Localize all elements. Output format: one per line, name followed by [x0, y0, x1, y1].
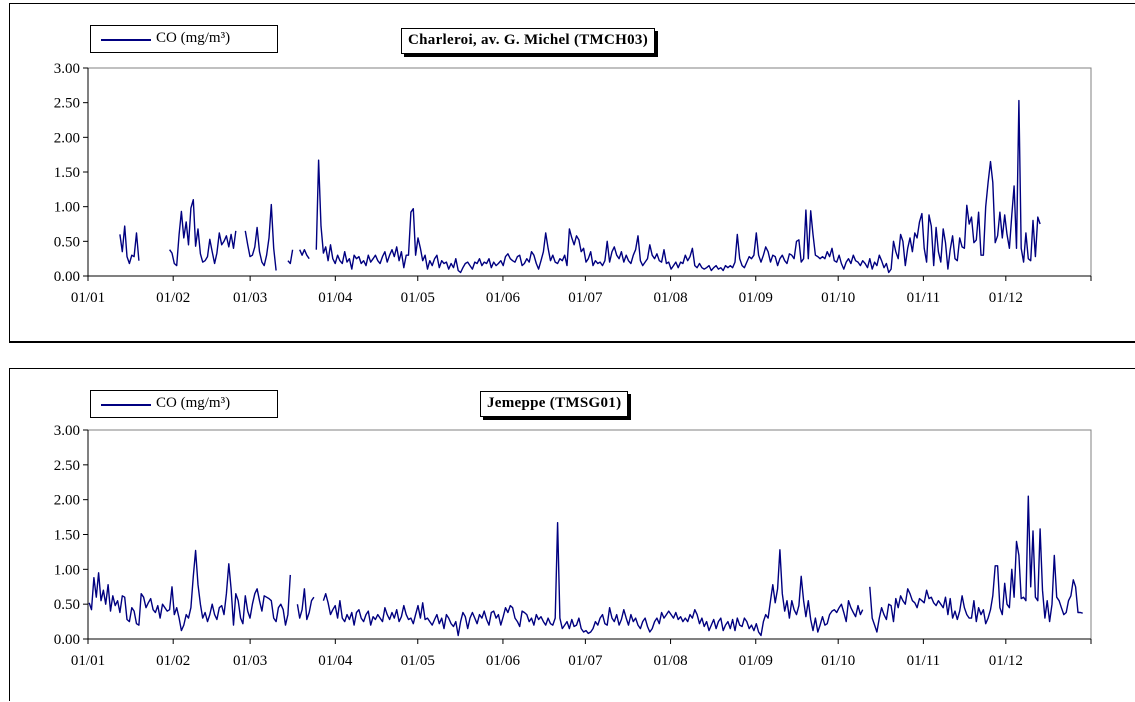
y-tick-label: 1.50: [54, 165, 80, 181]
x-tick-label: 01/10: [821, 290, 855, 306]
x-tick-label: 01/11: [907, 290, 941, 306]
x-tick-label: 01/07: [568, 653, 603, 669]
x-tick-label: 01/02: [156, 290, 190, 306]
series-line: [315, 99, 1041, 274]
x-tick-label: 01/12: [989, 653, 1023, 669]
x-tick-label: 01/01: [71, 290, 105, 306]
y-tick-label: 1.50: [54, 528, 80, 544]
x-tick-label: 01/03: [233, 653, 267, 669]
x-tick-label: 01/05: [401, 290, 435, 306]
x-tick-label: 01/08: [653, 653, 687, 669]
y-tick-label: 3.00: [54, 423, 80, 439]
y-tick-label: 0.50: [54, 234, 80, 250]
legend-label: CO (mg/m³): [156, 395, 231, 411]
series-line: [244, 203, 277, 271]
y-tick-label: 0.00: [54, 632, 80, 648]
charleroi-chart-svg: 0.00 0.50 1.00 1.50 2.00 2.50 3.00 01/01 01/02 01…: [54, 61, 1092, 306]
series-line: [169, 198, 237, 267]
series-line: [119, 225, 140, 265]
y-tick-label: 1.00: [54, 200, 80, 216]
x-tick-label: 01/07: [568, 290, 603, 306]
x-tick-label: 01/05: [401, 653, 435, 669]
legend-label: CO (mg/m³): [156, 30, 231, 46]
legend-swatch: [101, 39, 151, 41]
plot-area: [87, 429, 1092, 640]
y-tick-label: 2.50: [54, 96, 80, 112]
chart-panel-charleroi: 0.00 0.50 1.00 1.50 2.00 2.50 3.00 01/01 01/02 01…: [9, 3, 1135, 343]
y-tick-label: 1.00: [54, 562, 80, 578]
y-tick-label: 3.00: [54, 61, 80, 77]
series-line: [287, 249, 294, 265]
x-tick-label: 01/02: [156, 653, 190, 669]
y-tick-label: 2.00: [54, 493, 80, 509]
chart-legend: CO (mg/m³): [90, 25, 278, 53]
chart-panel-jemeppe: 0.00 0.50 1.00 1.50 2.00 2.50 3.00 01/01 01/02 01…: [9, 368, 1135, 701]
series-line: [869, 495, 1083, 633]
legend-swatch: [101, 404, 151, 406]
x-tick-label: 01/10: [821, 653, 855, 669]
y-tick-label: 2.00: [54, 130, 80, 146]
x-tick-label: 01/12: [989, 290, 1023, 306]
x-tick-label: 01/09: [739, 653, 773, 669]
y-tick-label: 0.50: [54, 597, 80, 613]
x-tick-label: 01/04: [318, 653, 353, 669]
x-tick-label: 01/08: [653, 290, 687, 306]
series-line: [88, 549, 291, 632]
x-tick-label: 01/01: [71, 653, 105, 669]
chart-legend: CO (mg/m³): [90, 390, 278, 418]
chart-title: Charleroi, av. G. Michel (TMCH03): [401, 28, 656, 54]
y-tick-label: 2.50: [54, 458, 80, 474]
plot-area: [87, 67, 1092, 277]
x-tick-label: 01/09: [739, 290, 773, 306]
x-tick-label: 01/06: [486, 653, 521, 669]
series-line: [322, 521, 864, 637]
x-tick-label: 01/06: [486, 290, 521, 306]
jemeppe-chart-svg: 0.00 0.50 1.00 1.50 2.00 2.50 3.00 01/01 01/02 01…: [54, 423, 1092, 669]
series-line: [296, 588, 315, 621]
x-tick-label: 01/11: [907, 653, 941, 669]
x-tick-label: 01/03: [233, 290, 267, 306]
chart-title: Jemeppe (TMSG01): [480, 391, 629, 417]
x-tick-label: 01/04: [318, 290, 353, 306]
series-line: [299, 248, 310, 260]
y-tick-label: 0.00: [54, 269, 80, 285]
